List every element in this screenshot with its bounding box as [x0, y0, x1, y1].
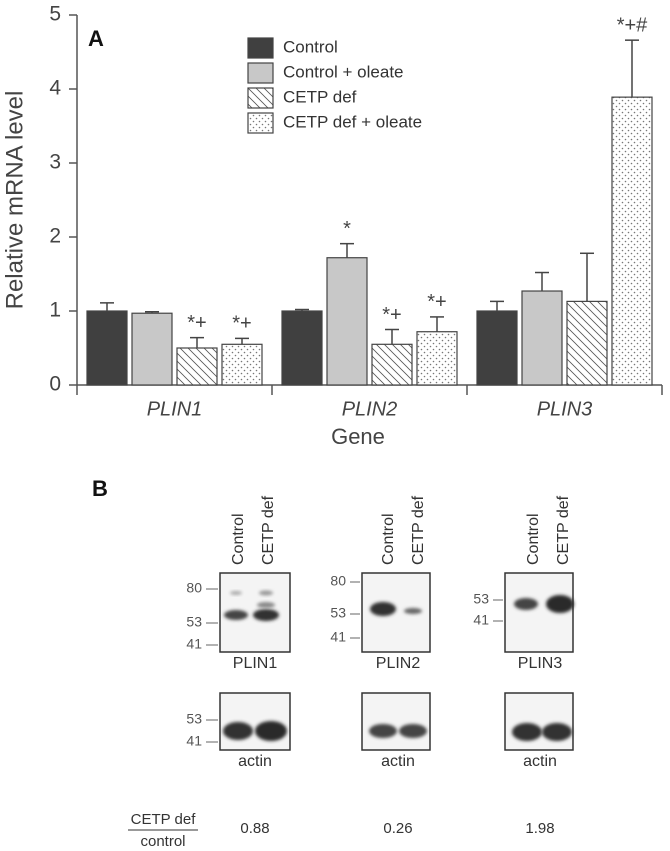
mw-marker: 80: [330, 573, 346, 589]
loading-label: actin: [381, 753, 415, 770]
bar: [416, 331, 458, 386]
mw-marker: 53: [186, 614, 202, 630]
bar: [131, 312, 173, 386]
mw-tick: [206, 719, 218, 743]
significance-mark: *+: [382, 304, 401, 326]
mw-marker: 41: [330, 629, 346, 645]
mw-marker: 41: [473, 612, 489, 628]
lane-label: CETP def: [410, 495, 427, 565]
bar: [176, 347, 218, 386]
bar: [221, 343, 263, 386]
lane-label: CETP def: [260, 495, 277, 565]
band: [259, 590, 273, 596]
bar: [86, 310, 128, 386]
bar: [566, 300, 608, 386]
y-tick-label: 4: [49, 77, 61, 100]
x-tick-label: PLIN1: [147, 398, 203, 420]
band: [512, 723, 542, 741]
y-tick-label: 3: [49, 151, 61, 174]
mw-marker: 53: [330, 605, 346, 621]
band: [404, 608, 422, 614]
x-tick-label: PLIN2: [342, 398, 398, 420]
mw-tick: [350, 581, 360, 639]
ratio-numerator: CETP def: [131, 811, 197, 828]
band: [257, 602, 275, 608]
lane-label: Control: [525, 513, 542, 565]
x-axis-label: Gene: [331, 424, 385, 449]
ratio-value: 0.88: [240, 820, 269, 837]
panel-label: A: [88, 26, 104, 51]
band: [546, 595, 574, 613]
bar: [611, 96, 653, 386]
legend-swatch: [247, 87, 274, 109]
band: [230, 591, 242, 595]
lane-label: Control: [380, 513, 397, 565]
loading-label: actin: [523, 753, 557, 770]
loading-label: actin: [238, 753, 272, 770]
y-tick-label: 1: [49, 299, 61, 322]
legend-label: Control: [283, 37, 338, 56]
mw-marker: 53: [186, 711, 202, 727]
band: [514, 598, 538, 610]
mw-tick: [493, 599, 503, 622]
significance-mark: *+#: [617, 14, 648, 36]
blot: [361, 692, 431, 751]
y-tick-label: 5: [49, 3, 61, 26]
mw-marker: 41: [186, 733, 202, 749]
blot: [504, 692, 574, 751]
legend-swatch: [247, 37, 274, 59]
panel-b: B Control CETP def 80 53 41 PLIN1 53 41 …: [92, 476, 574, 850]
band: [369, 724, 397, 738]
ratio-value: 1.98: [525, 820, 554, 837]
band: [224, 610, 248, 620]
mw-marker: 41: [186, 636, 202, 652]
x-tick-label: PLIN3: [537, 398, 593, 420]
bar: [476, 310, 518, 386]
legend-label: CETP def: [283, 87, 357, 106]
mw-marker: 53: [473, 591, 489, 607]
lane-label: Control: [230, 513, 247, 565]
lane-label: CETP def: [555, 495, 572, 565]
band: [370, 602, 396, 616]
bar: [326, 257, 368, 386]
bar: [521, 290, 563, 386]
significance-mark: *+: [427, 291, 446, 313]
legend-swatch: [247, 62, 274, 84]
bar-chart: A Relative mRNA level Gene 0 1 2 3 4 5 PLIN1 PL…: [1, 3, 663, 449]
band: [223, 722, 253, 740]
band: [542, 723, 572, 741]
significance-mark: *+: [187, 312, 206, 334]
ratio-denominator: control: [140, 833, 185, 850]
y-tick-label: 2: [49, 225, 61, 248]
legend-swatch: [247, 112, 274, 134]
protein-label: PLIN3: [518, 655, 563, 672]
y-tick-label: 0: [49, 373, 61, 396]
ratio-value: 0.26: [383, 820, 412, 837]
bar: [371, 343, 413, 386]
band: [255, 721, 287, 741]
band: [399, 724, 427, 738]
bar: [281, 310, 323, 386]
y-axis-label: Relative mRNA level: [1, 91, 28, 310]
protein-label: PLIN2: [376, 655, 421, 672]
blot: [219, 692, 291, 751]
protein-label: PLIN1: [233, 655, 278, 672]
band: [253, 609, 279, 621]
panel-label: B: [92, 476, 108, 501]
mw-tick: [206, 588, 218, 646]
significance-mark: *: [343, 218, 351, 240]
legend-label: CETP def + oleate: [283, 112, 422, 131]
legend-label: Control + oleate: [283, 62, 404, 81]
mw-marker: 80: [186, 580, 202, 596]
significance-mark: *+: [232, 313, 251, 335]
